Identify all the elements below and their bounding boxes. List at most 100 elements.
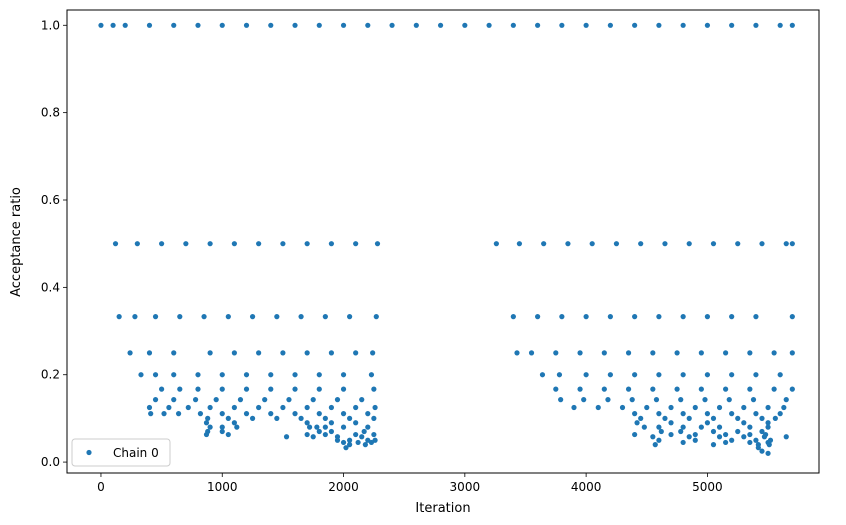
data-point (340, 439, 347, 446)
data-point (704, 372, 711, 378)
data-point (280, 241, 286, 247)
data-point (759, 448, 765, 454)
data-point (729, 22, 735, 28)
data-point (698, 350, 704, 356)
data-point (231, 350, 237, 356)
legend-box (71, 438, 171, 467)
data-point (723, 350, 729, 356)
data-point (632, 314, 638, 320)
data-point (753, 437, 759, 443)
data-point (365, 424, 371, 430)
data-point (619, 404, 626, 411)
data-point (759, 428, 765, 435)
data-point (243, 372, 250, 378)
data-point (553, 386, 559, 392)
data-point (322, 314, 328, 320)
data-point (601, 350, 607, 356)
data-point (662, 415, 668, 421)
data-point (735, 428, 741, 435)
data-point (771, 386, 777, 392)
data-point (625, 386, 632, 392)
data-point (583, 314, 589, 320)
data-point (765, 404, 771, 411)
data-point (510, 314, 516, 320)
data-point (234, 424, 240, 430)
data-point (292, 22, 298, 28)
data-point (219, 428, 225, 435)
data-point (765, 450, 771, 456)
data-point (195, 372, 201, 378)
data-point (781, 404, 787, 411)
data-point (638, 241, 644, 247)
x-tick-label: 0 (97, 480, 105, 494)
data-point (177, 386, 183, 392)
data-point (219, 424, 225, 430)
data-point (203, 420, 210, 426)
data-point (710, 241, 717, 247)
data-point (541, 241, 547, 247)
data-point (629, 397, 635, 403)
data-point (514, 350, 520, 356)
data-point (322, 431, 328, 438)
data-point (656, 22, 662, 28)
data-point (138, 372, 144, 378)
data-point (668, 404, 674, 411)
data-point (328, 241, 335, 247)
data-point (304, 350, 310, 356)
data-point (219, 372, 225, 378)
data-point (789, 241, 795, 247)
y-tick-label: 0.8 (41, 106, 60, 120)
data-point (207, 241, 213, 247)
data-point (777, 372, 783, 378)
plot-area (66, 9, 820, 474)
data-point (177, 314, 183, 320)
data-point (268, 22, 274, 28)
data-point (353, 350, 359, 356)
data-point (698, 424, 704, 430)
data-point (741, 420, 747, 426)
data-point (766, 442, 772, 448)
data-point (692, 404, 698, 411)
data-point (680, 424, 686, 430)
data-point (650, 434, 656, 440)
data-point (747, 431, 753, 438)
data-point (686, 241, 692, 247)
data-point (750, 397, 757, 403)
data-point (680, 22, 686, 28)
data-point (632, 372, 638, 378)
data-point (365, 22, 371, 28)
data-point (347, 415, 353, 421)
data-point (316, 372, 322, 378)
data-point (716, 434, 723, 440)
data-point (365, 411, 371, 417)
data-point (340, 411, 347, 417)
data-point (340, 424, 347, 430)
data-point (789, 314, 795, 320)
data-point (652, 442, 658, 448)
data-point (280, 404, 286, 411)
data-point (159, 386, 165, 392)
data-point (368, 439, 375, 446)
data-point (371, 386, 377, 392)
data-point (692, 437, 698, 443)
data-point (678, 397, 684, 403)
data-point (678, 428, 684, 435)
data-point (741, 404, 747, 411)
legend: Chain 0 (71, 438, 171, 467)
data-point (353, 431, 359, 438)
data-point (183, 241, 189, 247)
data-point (668, 420, 674, 426)
data-point (225, 431, 231, 438)
data-point (581, 397, 587, 403)
data-point (510, 22, 516, 28)
data-point (723, 386, 729, 392)
data-point (343, 445, 349, 451)
data-point (595, 404, 601, 411)
data-point (753, 22, 759, 28)
data-point (650, 350, 656, 356)
data-point (274, 415, 280, 421)
data-point (334, 437, 341, 443)
data-point (680, 439, 686, 446)
data-point (686, 434, 692, 440)
data-point (789, 350, 795, 356)
